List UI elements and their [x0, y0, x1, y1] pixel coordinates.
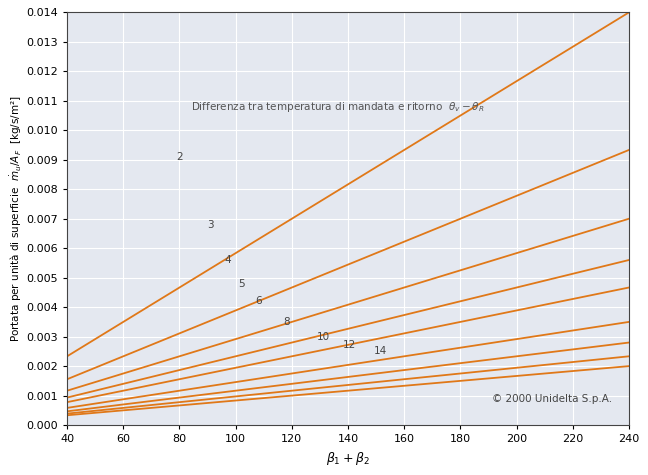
Text: 12: 12 — [342, 341, 356, 351]
Text: 14: 14 — [373, 346, 387, 356]
Text: 4: 4 — [224, 255, 231, 265]
Text: 6: 6 — [255, 296, 262, 306]
Text: 5: 5 — [238, 278, 245, 289]
Text: Differenza tra temperatura di mandata e ritorno  $\theta_v - \theta_R$: Differenza tra temperatura di mandata e … — [191, 100, 484, 114]
Text: 2: 2 — [177, 152, 183, 162]
X-axis label: $\beta_1 + \beta_2$: $\beta_1 + \beta_2$ — [326, 450, 370, 466]
Text: 8: 8 — [283, 317, 290, 327]
Text: © 2000 Unidelta S.p.A.: © 2000 Unidelta S.p.A. — [492, 394, 612, 404]
Text: 3: 3 — [207, 219, 214, 229]
Y-axis label: Portata per unità di superficie  $\dot{m}_u / A_F$  [kg/s/m²]: Portata per unità di superficie $\dot{m}… — [8, 95, 23, 342]
Text: 10: 10 — [317, 332, 330, 342]
